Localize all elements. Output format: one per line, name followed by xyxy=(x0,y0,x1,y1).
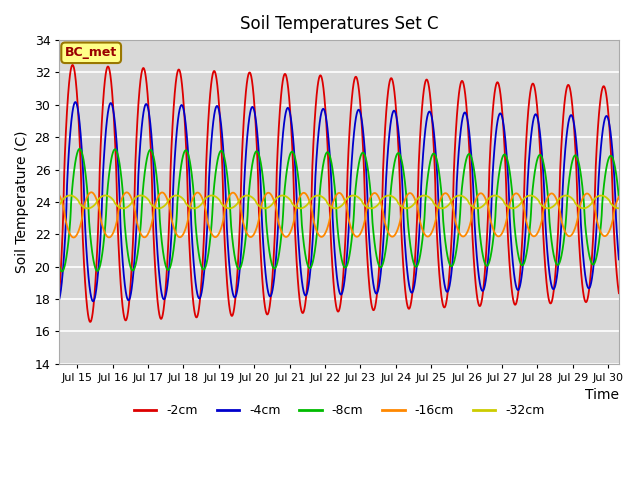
-32cm xyxy=(157,205,165,211)
-4cm xyxy=(72,99,79,105)
-2cm xyxy=(474,294,481,300)
-4cm xyxy=(392,109,399,115)
-8cm xyxy=(516,258,524,264)
-32cm xyxy=(269,200,277,205)
-4cm xyxy=(615,256,623,262)
-8cm xyxy=(56,264,63,270)
-32cm xyxy=(392,196,399,202)
-32cm xyxy=(56,202,63,207)
-4cm xyxy=(56,296,63,301)
-16cm xyxy=(516,193,524,199)
-16cm xyxy=(474,194,481,200)
-4cm xyxy=(157,288,165,294)
Y-axis label: Soil Temperature (C): Soil Temperature (C) xyxy=(15,131,29,273)
-8cm xyxy=(392,156,399,162)
Title: Soil Temperatures Set C: Soil Temperatures Set C xyxy=(240,15,438,33)
Line: -16cm: -16cm xyxy=(60,192,619,238)
-8cm xyxy=(420,227,428,232)
-2cm xyxy=(56,288,63,294)
-16cm xyxy=(392,232,399,238)
-8cm xyxy=(615,196,623,202)
-4cm xyxy=(474,257,481,263)
-16cm xyxy=(70,235,77,240)
-32cm xyxy=(67,192,74,198)
-4cm xyxy=(516,284,524,290)
-2cm xyxy=(516,276,524,281)
Line: -2cm: -2cm xyxy=(60,65,619,322)
-32cm xyxy=(420,192,428,198)
Text: BC_met: BC_met xyxy=(65,46,117,60)
X-axis label: Time: Time xyxy=(585,388,619,402)
Line: -4cm: -4cm xyxy=(60,102,619,301)
-16cm xyxy=(615,194,623,200)
-16cm xyxy=(420,229,428,235)
-8cm xyxy=(474,193,481,199)
-16cm xyxy=(269,196,277,202)
-32cm xyxy=(615,205,623,211)
-16cm xyxy=(157,190,165,195)
-16cm xyxy=(88,190,95,195)
-2cm xyxy=(68,62,76,68)
Legend: -2cm, -4cm, -8cm, -16cm, -32cm: -2cm, -4cm, -8cm, -16cm, -32cm xyxy=(129,399,550,422)
-32cm xyxy=(474,205,481,211)
-4cm xyxy=(269,281,277,287)
-2cm xyxy=(615,290,623,296)
-2cm xyxy=(420,90,428,96)
-8cm xyxy=(76,146,83,152)
-2cm xyxy=(86,319,94,325)
-32cm xyxy=(84,205,92,211)
-16cm xyxy=(56,192,63,198)
-8cm xyxy=(269,265,277,271)
-2cm xyxy=(269,259,277,264)
-4cm xyxy=(420,146,428,152)
Line: -32cm: -32cm xyxy=(60,195,619,208)
-8cm xyxy=(157,234,165,240)
Line: -8cm: -8cm xyxy=(60,149,619,272)
-32cm xyxy=(516,202,524,207)
-2cm xyxy=(157,316,165,322)
-8cm xyxy=(58,269,66,275)
-2cm xyxy=(392,96,399,102)
-4cm xyxy=(89,299,97,304)
